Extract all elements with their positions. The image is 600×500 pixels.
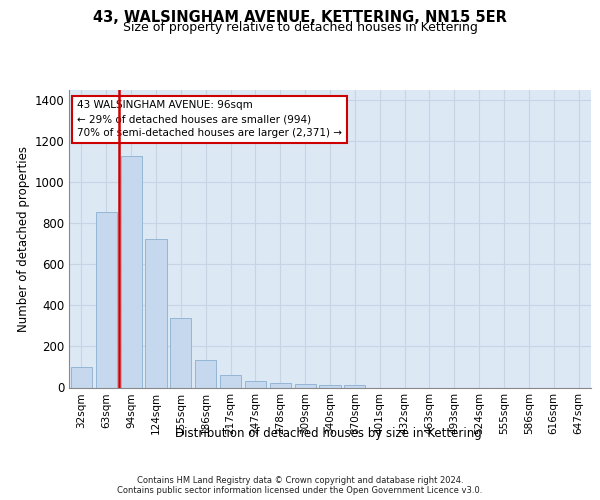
Y-axis label: Number of detached properties: Number of detached properties [17, 146, 30, 332]
Bar [319, 386, 341, 388]
Bar [270, 384, 291, 388]
Text: Contains HM Land Registry data © Crown copyright and database right 2024.
Contai: Contains HM Land Registry data © Crown c… [118, 476, 482, 495]
Bar [145, 239, 167, 388]
Text: Distribution of detached houses by size in Kettering: Distribution of detached houses by size … [175, 428, 482, 440]
Bar [220, 375, 241, 388]
Bar [96, 212, 117, 388]
Bar [295, 384, 316, 388]
Text: 43 WALSINGHAM AVENUE: 96sqm
← 29% of detached houses are smaller (994)
70% of se: 43 WALSINGHAM AVENUE: 96sqm ← 29% of det… [77, 100, 342, 138]
Bar [121, 156, 142, 388]
Text: Size of property relative to detached houses in Kettering: Size of property relative to detached ho… [122, 21, 478, 34]
Bar [344, 386, 365, 388]
Bar [195, 360, 216, 388]
Bar [170, 318, 191, 388]
Text: 43, WALSINGHAM AVENUE, KETTERING, NN15 5ER: 43, WALSINGHAM AVENUE, KETTERING, NN15 5… [93, 10, 507, 25]
Bar [71, 367, 92, 388]
Bar [245, 381, 266, 388]
